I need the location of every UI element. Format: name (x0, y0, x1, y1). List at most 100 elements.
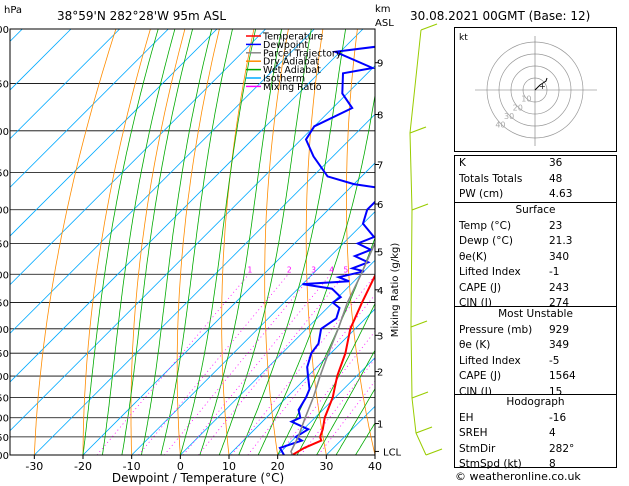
wind-barb (420, 23, 438, 31)
hodograph-table-rows: EH -16 SREH 4 StmDir 282° StmSpd (kt) 8 (455, 411, 616, 473)
datetime-title: 30.08.2021 00GMT (Base: 12) (410, 9, 590, 23)
row-key: PW (cm) (459, 188, 504, 200)
mixing-ratio-line (163, 274, 314, 455)
hodograph-table-box: Hodograph EH -16 SREH 4 StmDir 282° StmSpd (kt… (454, 394, 617, 470)
row-value: 349 (549, 339, 570, 351)
mixing-ratio-line (318, 380, 375, 455)
wet-adiabat-line (160, 29, 233, 455)
hodograph-ring-label: 10 (521, 95, 531, 104)
wet-adiabat-line (179, 29, 256, 455)
row-value: 340 (549, 250, 570, 263)
legend-entry: Dry Adiabat (263, 57, 320, 68)
mixing-ratio-line (277, 330, 375, 455)
mixing-ratio-label: 2 (287, 265, 292, 274)
mixing-ratio-label: 1 (247, 265, 252, 274)
km-tick-label: 8 (377, 110, 383, 121)
series-parcel-trajectory-line (290, 240, 375, 455)
series-dewpoint-line (278, 45, 375, 455)
hodograph-ring-label: 20 (513, 103, 523, 112)
indices-box: K 36 Totals Totals 48 PW (cm) 4.63 (454, 155, 617, 203)
km-tick-label: 5 (377, 248, 383, 259)
sounding-series (278, 45, 375, 455)
wet-adiabat-line (199, 29, 282, 455)
table-row: Dewp (°C) 21.3 (455, 234, 616, 250)
hodograph-kt-label: kt (459, 33, 468, 43)
row-value: 1564 (549, 370, 576, 382)
dry-adiabat-line (130, 29, 186, 455)
km-tick-label: 2 (377, 368, 383, 379)
legend-entry: Mixing Ratio (263, 82, 322, 93)
most-unstable-rows: Pressure (mb) 929 θe (K) 349 Lifted Index -5 C… (455, 323, 616, 401)
temp-tick-label: 30 (319, 460, 333, 473)
pressure-tick-label: 650 (0, 299, 9, 310)
mixing-ratio-line (247, 294, 375, 455)
dry-adiabat-line (33, 29, 117, 455)
surface-rows: Temp (°C) 23 Dewp (°C) 21.3 θe(K) 340 Lifted I… (455, 219, 616, 312)
row-key: Totals Totals (459, 172, 523, 185)
indices-rows: K 36 Totals Totals 48 PW (cm) 4.63 (455, 156, 616, 203)
row-value: -16 (549, 411, 567, 424)
legend-entry: Isotherm (263, 74, 305, 85)
surface-title: Surface (515, 204, 556, 216)
table-row: PW (cm) 4.63 (455, 187, 616, 203)
wet-adiabat-line (82, 29, 159, 455)
temp-tick-label: -30 (25, 460, 43, 473)
mixing-ratio-label: 3 (311, 265, 316, 274)
mixing-ratio-line (198, 274, 346, 455)
km-tick-label: 4 (377, 286, 383, 297)
pressure-tick-label: 350 (0, 80, 9, 91)
asl-label: ASL (375, 18, 394, 29)
pressure-tick-label: 800 (0, 372, 9, 383)
background-grid: 12345810152025 (10, 29, 375, 455)
series-temperature-line (291, 273, 375, 455)
km-tick-label: 7 (377, 161, 383, 172)
row-key: K (459, 157, 466, 169)
location-title: 38°59'N 282°28'W 95m ASL (57, 9, 226, 23)
row-value: 21.3 (549, 235, 573, 247)
pressure-tick-label: 300 (0, 25, 9, 36)
pressure-tick-label: 550 (0, 239, 9, 250)
legend-entry: Wet Adiabat (263, 65, 321, 76)
row-key: EH (459, 411, 474, 424)
hodograph-panel: kt 10 20 30 40 + (454, 27, 617, 152)
temp-tick-label: -20 (74, 460, 92, 473)
row-value: 36 (549, 157, 563, 169)
mixing-ratio-line (182, 274, 331, 455)
temp-tick-label: 10 (222, 460, 236, 473)
row-key: Lifted Index (459, 266, 521, 278)
hodograph-trace (534, 77, 548, 91)
table-row: Totals Totals 48 (455, 172, 616, 188)
hodograph-ring-label: 30 (504, 112, 514, 121)
most-unstable-box: Most Unstable Pressure (mb) 929 θe (K) 349 L… (454, 306, 617, 398)
wet-adiabat-line (335, 387, 375, 455)
x-axis-label: Dewpoint / Temperature (°C) (112, 471, 284, 485)
row-value: 4 (549, 427, 556, 439)
km-tick-label: 6 (377, 200, 383, 211)
isotherm-line (10, 65, 375, 432)
row-value: -1 (549, 266, 560, 278)
pressure-tick-label: 950 (0, 433, 9, 444)
mixing-ratio-axis-label: Mixing Ratio (g/kg) (390, 243, 401, 338)
row-key: Pressure (mb) (459, 323, 533, 336)
pressure-tick-label: 400 (0, 127, 9, 138)
row-key: StmDir (459, 442, 496, 455)
wind-barb (415, 426, 433, 434)
table-row: StmDir 282° (455, 442, 616, 458)
km-tick-label: 1 (377, 420, 383, 431)
isotherm-line (10, 29, 120, 140)
isotherm-line (10, 29, 218, 237)
row-value: 48 (549, 172, 563, 185)
temp-tick-label: 20 (271, 460, 285, 473)
isotherm-line (10, 29, 266, 286)
wet-adiabat-line (121, 29, 193, 455)
row-value: -5 (549, 354, 560, 367)
copyright: © weatheronline.co.uk (455, 470, 581, 483)
isotherm-line (131, 211, 375, 455)
table-row: EH -16 (455, 411, 616, 427)
km-tick-label: 9 (377, 59, 383, 70)
pressure-tick-label: 850 (0, 393, 9, 404)
temp-tick-label: -10 (123, 460, 141, 473)
table-row: CAPE (J) 243 (455, 281, 616, 297)
